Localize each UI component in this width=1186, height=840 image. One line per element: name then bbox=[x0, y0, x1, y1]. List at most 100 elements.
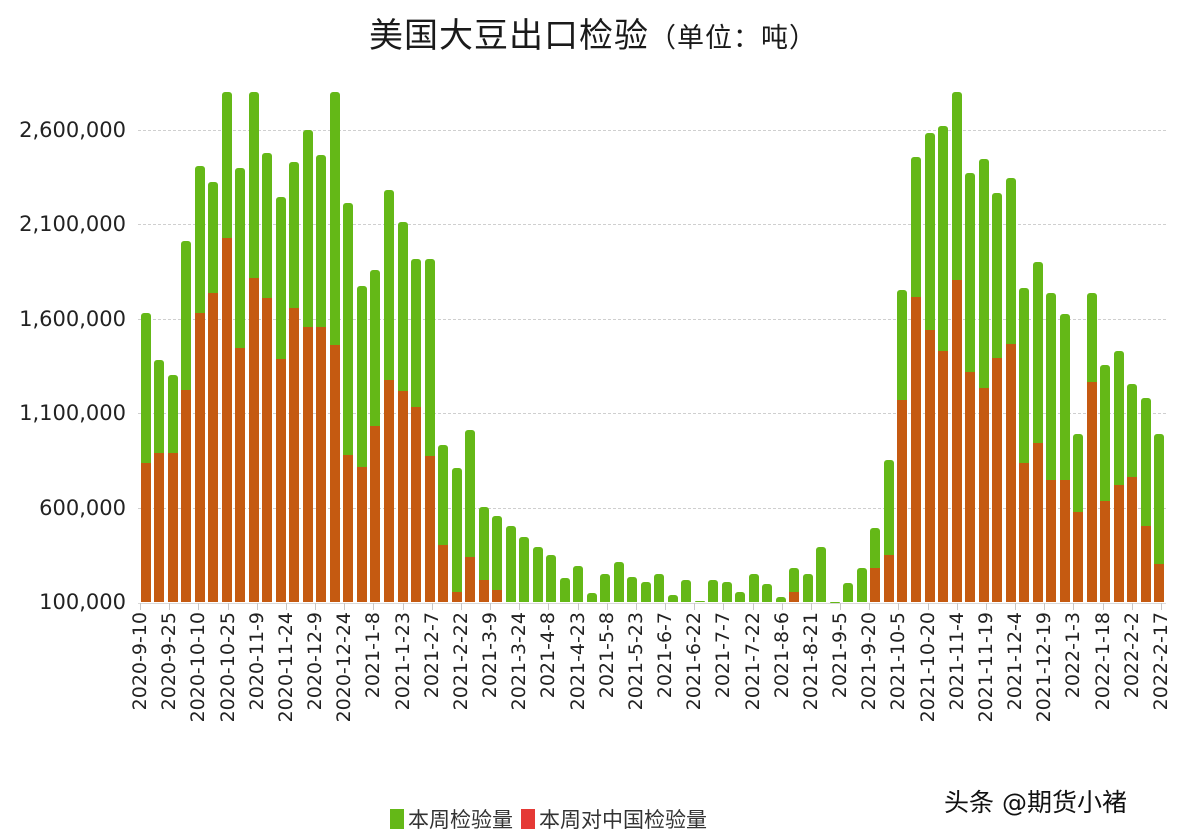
bar-china[interactable] bbox=[870, 568, 881, 602]
bar-total[interactable] bbox=[762, 584, 773, 602]
bar-china[interactable] bbox=[897, 399, 908, 602]
bar-total[interactable] bbox=[775, 597, 786, 602]
bar-china[interactable] bbox=[1086, 382, 1097, 602]
bar-total[interactable] bbox=[343, 203, 354, 602]
legend-item-china[interactable]: 本周对中国检验量 bbox=[521, 804, 707, 834]
bar-china[interactable] bbox=[1032, 443, 1043, 602]
bar-total[interactable] bbox=[802, 574, 813, 602]
bar-total[interactable] bbox=[424, 258, 435, 602]
bar-china[interactable] bbox=[370, 426, 381, 602]
bar-china[interactable] bbox=[911, 296, 921, 602]
bar-total[interactable] bbox=[654, 574, 665, 602]
bar-total[interactable] bbox=[789, 568, 800, 602]
bar-china[interactable] bbox=[356, 467, 367, 602]
bar-total[interactable] bbox=[1032, 261, 1043, 602]
bar-china[interactable] bbox=[492, 589, 503, 602]
bar-china[interactable] bbox=[1073, 511, 1084, 602]
bar-china[interactable] bbox=[924, 329, 935, 602]
bar-china[interactable] bbox=[316, 326, 327, 602]
bar-china[interactable] bbox=[465, 557, 476, 602]
bar-china[interactable] bbox=[275, 359, 286, 602]
bar-total[interactable] bbox=[721, 581, 732, 602]
bar-total[interactable] bbox=[627, 577, 638, 602]
bar-china[interactable] bbox=[140, 463, 151, 602]
bar-total[interactable] bbox=[600, 574, 611, 602]
bar-total[interactable] bbox=[816, 547, 827, 602]
bar-china[interactable] bbox=[1154, 564, 1165, 602]
bar-total[interactable] bbox=[1140, 397, 1151, 602]
bar-china[interactable] bbox=[208, 292, 219, 602]
legend-item-total[interactable]: 本周检验量 bbox=[390, 804, 513, 834]
bar-china[interactable] bbox=[1100, 500, 1111, 602]
bar-china[interactable] bbox=[329, 345, 340, 602]
bar-china[interactable] bbox=[938, 350, 949, 602]
bar-china[interactable] bbox=[154, 453, 165, 602]
bar-china[interactable] bbox=[248, 278, 259, 602]
bar-total[interactable] bbox=[573, 565, 584, 602]
bar-total[interactable] bbox=[140, 312, 151, 602]
bar-china[interactable] bbox=[167, 453, 178, 602]
bar-total[interactable] bbox=[708, 579, 719, 602]
bar-total[interactable] bbox=[843, 583, 854, 602]
bar-china[interactable] bbox=[451, 591, 462, 602]
bar-total[interactable] bbox=[1019, 288, 1030, 602]
bar-china[interactable] bbox=[194, 312, 205, 602]
bar-total[interactable] bbox=[559, 578, 570, 602]
bar-china[interactable] bbox=[789, 591, 800, 602]
bar-china[interactable] bbox=[1005, 343, 1016, 602]
bar-total[interactable] bbox=[856, 568, 867, 602]
bar-total[interactable] bbox=[640, 581, 651, 602]
bar-china[interactable] bbox=[424, 456, 435, 602]
bar-total[interactable] bbox=[465, 430, 476, 602]
bar-china[interactable] bbox=[411, 406, 422, 602]
bar-total[interactable] bbox=[356, 285, 367, 602]
bar-total[interactable] bbox=[1154, 433, 1165, 602]
bar-total[interactable] bbox=[978, 159, 989, 602]
bar-china[interactable] bbox=[951, 279, 962, 602]
bar-china[interactable] bbox=[1059, 480, 1070, 602]
bar-total[interactable] bbox=[586, 592, 597, 602]
bar-china[interactable] bbox=[289, 308, 300, 602]
bar-china[interactable] bbox=[221, 237, 232, 602]
bar-total[interactable] bbox=[1100, 365, 1111, 602]
bar-china[interactable] bbox=[883, 554, 894, 602]
bar-total[interactable] bbox=[613, 561, 624, 602]
bar-total[interactable] bbox=[1059, 313, 1070, 602]
bar-total[interactable] bbox=[694, 601, 705, 603]
bar-total[interactable] bbox=[478, 507, 489, 602]
bar-total[interactable] bbox=[505, 525, 516, 602]
x-tick-mark bbox=[577, 603, 579, 610]
bar-china[interactable] bbox=[978, 387, 989, 602]
bar-total[interactable] bbox=[546, 554, 557, 602]
bar-total[interactable] bbox=[1046, 292, 1057, 602]
bar-china[interactable] bbox=[235, 348, 246, 602]
bar-china[interactable] bbox=[302, 326, 313, 602]
bar-china[interactable] bbox=[343, 454, 354, 602]
bar-total[interactable] bbox=[748, 574, 759, 602]
bar-china[interactable] bbox=[1127, 477, 1138, 602]
bar-china[interactable] bbox=[262, 298, 273, 602]
bar-total[interactable] bbox=[438, 444, 449, 602]
bar-china[interactable] bbox=[438, 544, 449, 602]
bar-china[interactable] bbox=[383, 379, 394, 602]
bar-china[interactable] bbox=[1046, 480, 1057, 602]
bar-china[interactable] bbox=[1113, 484, 1124, 602]
bar-total[interactable] bbox=[667, 595, 678, 602]
bar-total[interactable] bbox=[829, 602, 840, 603]
bar-total[interactable] bbox=[492, 515, 503, 602]
bar-total[interactable] bbox=[1113, 350, 1124, 602]
bar-china[interactable] bbox=[992, 358, 1003, 602]
bar-china[interactable] bbox=[181, 389, 192, 602]
bar-total[interactable] bbox=[870, 527, 881, 602]
bar-total[interactable] bbox=[735, 591, 746, 602]
bar-china[interactable] bbox=[1140, 525, 1151, 602]
bar-china[interactable] bbox=[1019, 463, 1030, 602]
bar-china[interactable] bbox=[965, 372, 976, 602]
bar-china[interactable] bbox=[478, 579, 489, 602]
bar-total[interactable] bbox=[681, 579, 692, 602]
bar-total[interactable] bbox=[532, 547, 543, 602]
bar-total[interactable] bbox=[883, 460, 894, 602]
bar-total[interactable] bbox=[451, 467, 462, 602]
bar-total[interactable] bbox=[519, 537, 530, 602]
bar-china[interactable] bbox=[397, 390, 408, 602]
